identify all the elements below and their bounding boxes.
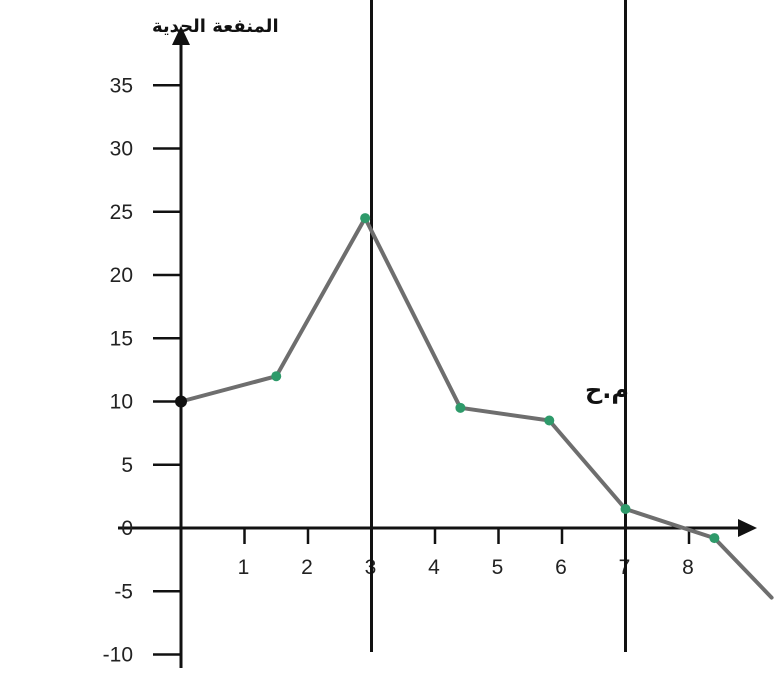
y-axis-label: المنفعة الحدية [152,16,279,37]
data-point [620,504,631,515]
origin-point [175,395,187,408]
data-point [360,213,371,224]
y-tick-label-35: 35 [110,74,133,97]
y-tick-label--5: -5 [114,580,133,603]
y-tick-label-20: 20 [110,264,133,287]
y-tick-label-5: 5 [121,454,133,477]
x-axis-arrow-icon [738,519,757,537]
data-point [271,371,282,382]
y-tick-label-30: 30 [110,138,133,161]
y-tick-label-25: 25 [110,201,133,224]
data-point [455,402,466,413]
x-tick-label-5: 5 [492,556,504,579]
curve-annotation: م.ح [585,376,629,404]
y-tick-label-10: 10 [110,391,133,414]
x-tick-label-4: 4 [428,556,440,579]
y-tick-label-15: 15 [110,327,133,350]
x-tick-label-8: 8 [682,556,694,579]
y-tick-label--10: -10 [103,644,133,667]
marginal-utility-curve [179,216,774,600]
x-tick-label-1: 1 [238,556,250,579]
data-point [544,415,555,426]
y-axis-arrow-icon [172,26,190,45]
y-tick-label-0: 0 [121,517,133,540]
x-tick-label-6: 6 [555,556,567,579]
x-tick-label-2: 2 [301,556,313,579]
data-point [709,533,720,544]
